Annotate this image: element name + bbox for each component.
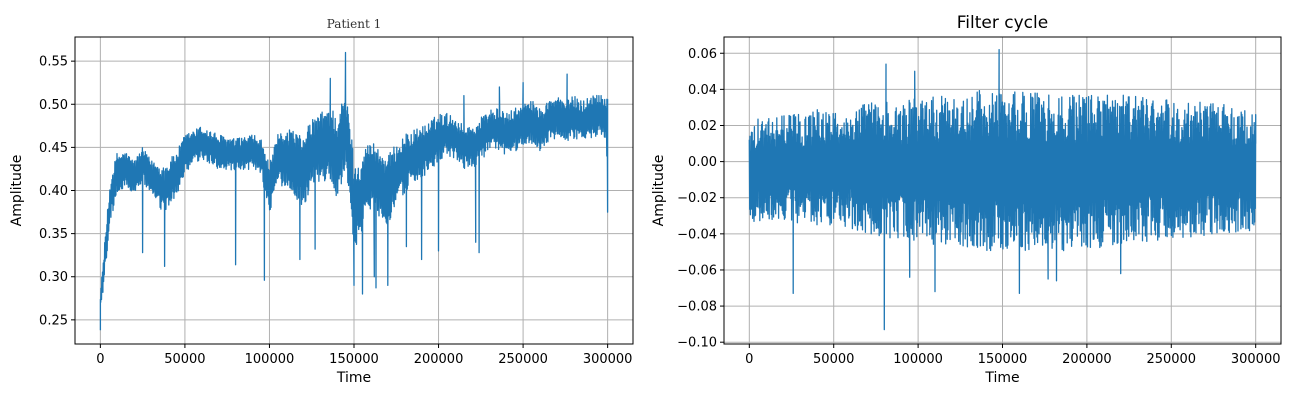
x-tick-label: 0	[96, 352, 104, 367]
y-tick-label: −0.04	[677, 227, 717, 242]
y-tick-label: 0.40	[39, 184, 68, 199]
series-line	[748, 48, 1257, 331]
y-axis-label: Amplitude	[9, 155, 25, 227]
y-tick-label: 0.55	[39, 55, 68, 70]
x-tick-label: 50000	[164, 352, 205, 367]
y-axis-label: Amplitude	[651, 155, 667, 227]
y-tick-label: 0.35	[39, 227, 68, 242]
x-tick-label: 300000	[583, 352, 633, 367]
y-tick-label: −0.02	[677, 191, 717, 206]
x-axis-label: Time	[336, 370, 371, 386]
y-tick-label: 0.00	[688, 155, 717, 170]
y-tick-label: 0.30	[39, 270, 68, 285]
series-line	[99, 51, 609, 331]
y-tick-label: 0.50	[39, 98, 68, 113]
chart-filter-cycle: 0 50000 100000 150000 200000 250000 300000 −0.1…	[651, 13, 1282, 386]
x-tick-label: 250000	[1146, 352, 1196, 367]
x-tick-label: 50000	[813, 352, 854, 367]
chart-title: Filter cycle	[957, 13, 1048, 33]
y-tick-label: 0.25	[39, 313, 68, 328]
y-tick-label: −0.10	[677, 336, 717, 351]
x-tick-label: 250000	[498, 352, 548, 367]
x-tick-label: 100000	[245, 352, 295, 367]
y-tick-label: 0.45	[39, 141, 68, 156]
y-tick-label: −0.06	[677, 263, 717, 278]
x-tick-label: 150000	[329, 352, 379, 367]
x-tick-label: 100000	[893, 352, 943, 367]
x-tick-label: 0	[745, 352, 753, 367]
y-tick-label: 0.04	[688, 83, 717, 98]
x-tick-label: 200000	[414, 352, 464, 367]
chart-title: Patient 1	[327, 17, 381, 31]
y-tick-label: −0.08	[677, 300, 717, 315]
y-tick-label: 0.06	[688, 47, 717, 62]
x-tick-label: 150000	[978, 352, 1028, 367]
x-tick-label: 200000	[1062, 352, 1112, 367]
chart-patient-1: 0 50000 100000 150000 200000 250000 300000 0.25…	[9, 17, 634, 386]
y-tick-label: 0.02	[688, 119, 717, 134]
x-axis-label: Time	[984, 370, 1019, 386]
x-tick-label: 300000	[1231, 352, 1281, 367]
